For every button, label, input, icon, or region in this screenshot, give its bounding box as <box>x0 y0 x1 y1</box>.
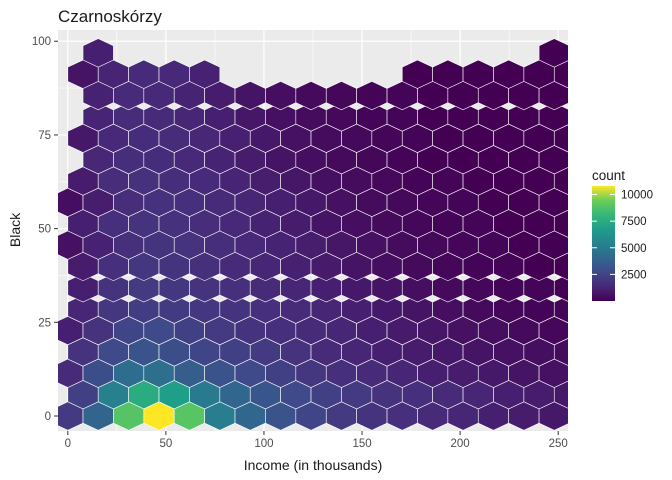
legend-tick-label: 5000 <box>621 243 647 255</box>
x-tick-label: 50 <box>159 438 172 450</box>
x-tick-label: 100 <box>254 438 273 450</box>
hexbin-cell <box>538 38 568 68</box>
hexbin-cell <box>189 59 221 89</box>
legend: count 2500 5000 7500 10000 <box>592 168 653 301</box>
hexbin-cell <box>538 102 568 132</box>
x-tick-label: 200 <box>451 438 470 450</box>
x-axis-title: Income (in thousands) <box>244 457 383 473</box>
legend-ticks: 2500 5000 7500 10000 <box>592 190 653 281</box>
y-axis: 0 25 50 75 100 <box>32 36 58 423</box>
hexbin-cell <box>553 295 568 324</box>
legend-tick-label: 10000 <box>621 190 653 202</box>
x-tick-label: 250 <box>549 438 568 450</box>
chart-title: Czarnoskórzy <box>58 7 162 26</box>
legend-colorbar <box>592 186 615 301</box>
legend-title: count <box>592 168 625 183</box>
y-axis-title: Black <box>7 212 23 247</box>
hexbin-cell <box>82 38 114 68</box>
x-tick-label: 0 <box>65 438 71 450</box>
legend-tick-label: 7500 <box>621 216 647 228</box>
hexbin-cell <box>553 273 568 302</box>
x-tick-label: 150 <box>352 438 371 450</box>
y-tick-label: 25 <box>38 317 51 329</box>
hexbin-cells <box>58 38 568 431</box>
y-tick-label: 50 <box>38 224 51 236</box>
y-tick-label: 100 <box>32 36 51 48</box>
y-tick-label: 75 <box>38 130 51 142</box>
legend-tick-label: 2500 <box>621 269 647 281</box>
x-axis: 0 50 100 150 200 250 <box>65 431 568 450</box>
y-tick-label: 0 <box>45 411 51 423</box>
